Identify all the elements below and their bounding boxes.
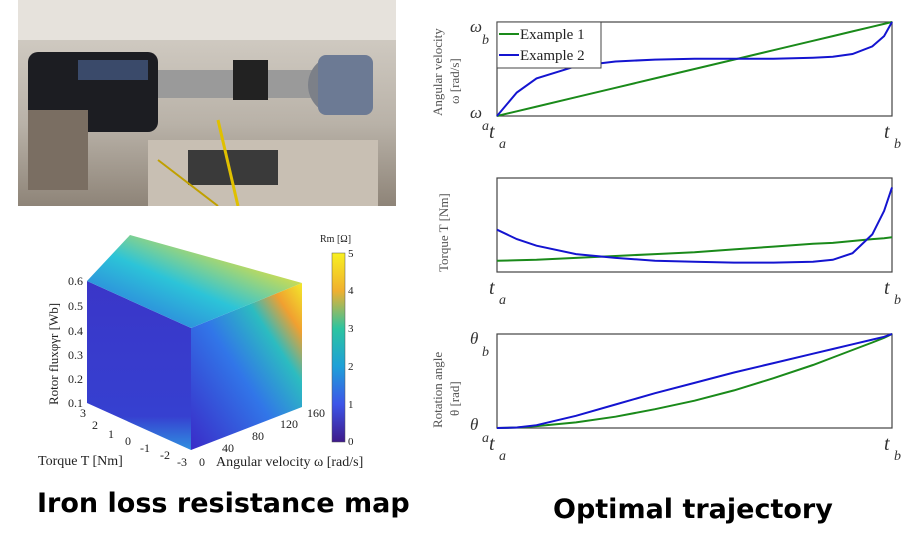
svg-text:3: 3 bbox=[348, 323, 354, 335]
cube-x-label: Torque T [Nm] bbox=[38, 454, 123, 469]
svg-text:40: 40 bbox=[222, 441, 234, 455]
svg-text:3: 3 bbox=[80, 406, 86, 420]
y-tick-bottom-sub: a bbox=[482, 119, 489, 134]
colorbar-ticks: 0 1 2 3 4 5 bbox=[348, 248, 354, 448]
svg-text:2: 2 bbox=[348, 361, 354, 373]
x-tick-right: t bbox=[884, 277, 890, 299]
y-axis-label: Angular velocity bbox=[430, 28, 445, 116]
colorbar bbox=[331, 252, 346, 443]
series-example-2 bbox=[496, 187, 893, 264]
svg-text:0.2: 0.2 bbox=[68, 372, 83, 386]
cube-z-ticks: 0.6 0.5 0.4 0.3 0.2 0.1 bbox=[68, 274, 83, 410]
cube-left-face bbox=[87, 281, 191, 450]
cube-right-face bbox=[191, 283, 302, 450]
svg-text:-2: -2 bbox=[160, 448, 170, 462]
iron-loss-cube-plot: 0.6 0.5 0.4 0.3 0.2 0.1 Rotor fluxφγr [W… bbox=[38, 234, 363, 470]
svg-text:-3: -3 bbox=[177, 455, 187, 469]
svg-text:1: 1 bbox=[348, 399, 354, 411]
cube-y-label: Angular velocity ω [rad/s] bbox=[216, 455, 363, 470]
series-example-1 bbox=[496, 333, 893, 429]
svg-text:1: 1 bbox=[108, 427, 114, 441]
svg-text:0: 0 bbox=[348, 436, 354, 448]
y-axis-label-unit: θ [rad] bbox=[447, 381, 462, 416]
svg-text:2: 2 bbox=[92, 418, 98, 432]
caption-iron-loss-map: Iron loss resistance map bbox=[37, 488, 410, 519]
svg-text:120: 120 bbox=[280, 417, 298, 431]
colorbar-label: Rm [Ω] bbox=[320, 234, 351, 245]
svg-text:160: 160 bbox=[307, 406, 325, 420]
legend-label: Example 1 bbox=[520, 27, 585, 43]
y-tick-bottom-sub: a bbox=[482, 431, 489, 446]
svg-text:0.3: 0.3 bbox=[68, 348, 83, 362]
cube-y-ticks: 0 40 80 120 160 bbox=[199, 406, 325, 469]
plot-frame-3 bbox=[496, 333, 893, 429]
legend-label: Example 2 bbox=[520, 48, 585, 64]
plot-frame-2 bbox=[496, 177, 893, 273]
x-tick-right: t bbox=[884, 433, 890, 455]
svg-text:0: 0 bbox=[125, 434, 131, 448]
svg-text:0.4: 0.4 bbox=[68, 324, 83, 338]
x-tick-left: t bbox=[489, 433, 495, 455]
y-axis-label-unit: ω [rad/s] bbox=[447, 58, 462, 104]
x-tick-left: t bbox=[489, 121, 495, 143]
legend-box bbox=[496, 21, 602, 69]
cube-z-label: Rotor fluxφγr [Wb] bbox=[46, 303, 61, 405]
cube-top-face bbox=[87, 235, 302, 328]
svg-text:0.5: 0.5 bbox=[68, 299, 83, 313]
y-tick-bottom: θ bbox=[470, 415, 478, 434]
y-tick-top-sub: b bbox=[482, 33, 489, 48]
svg-text:80: 80 bbox=[252, 429, 264, 443]
x-tick-right-sub: b bbox=[894, 449, 901, 464]
x-tick-left: t bbox=[489, 277, 495, 299]
x-tick-right: t bbox=[884, 121, 890, 143]
y-axis-label: Rotation angle bbox=[430, 352, 445, 428]
x-tick-right-sub: b bbox=[894, 137, 901, 152]
caption-optimal-trajectory: Optimal trajectory bbox=[553, 494, 833, 525]
series-example-2 bbox=[496, 21, 893, 117]
y-tick-bottom: ω bbox=[470, 103, 482, 122]
svg-text:-1: -1 bbox=[140, 441, 150, 455]
x-tick-right-sub: b bbox=[894, 293, 901, 308]
x-tick-left-sub: a bbox=[499, 137, 506, 152]
y-tick-top-sub: b bbox=[482, 345, 489, 360]
x-tick-left-sub: a bbox=[499, 449, 506, 464]
cube-x-ticks: 3 2 1 0 -1 -2 -3 bbox=[80, 406, 187, 469]
svg-text:5: 5 bbox=[348, 248, 354, 260]
y-tick-top: θ bbox=[470, 329, 478, 348]
svg-text:0.6: 0.6 bbox=[68, 274, 83, 288]
plot-frame-1 bbox=[496, 21, 893, 117]
x-tick-left-sub: a bbox=[499, 293, 506, 308]
y-tick-top: ω bbox=[470, 17, 482, 36]
test-bench-photo bbox=[18, 0, 396, 206]
svg-text:0.1: 0.1 bbox=[68, 396, 83, 410]
svg-text:4: 4 bbox=[348, 285, 354, 297]
svg-text:0: 0 bbox=[199, 455, 205, 469]
series-example-2 bbox=[496, 333, 893, 429]
y-axis-label: Torque T [Nm] bbox=[436, 193, 451, 272]
